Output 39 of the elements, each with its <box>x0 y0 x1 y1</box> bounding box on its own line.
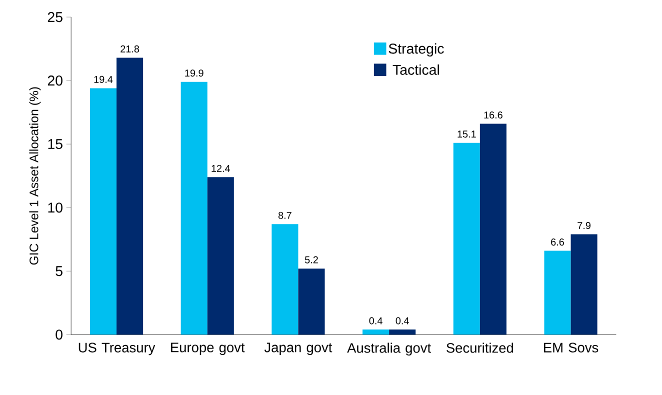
x-tick-label: US Treasury <box>78 342 156 356</box>
bar <box>90 88 117 334</box>
x-tick-label: Europe govt <box>171 342 245 355</box>
y-tick-label: 15 <box>48 138 62 149</box>
bar <box>180 82 208 334</box>
y-axis-title: GIC Level 1 Asset Allocation (%) <box>29 87 41 264</box>
data-label: 21.8 <box>120 45 140 52</box>
bar <box>207 176 234 334</box>
legend-label: Tactical <box>392 64 439 75</box>
data-label: 19.9 <box>185 69 204 76</box>
y-tick-label: 10 <box>48 202 62 212</box>
bar <box>362 329 390 334</box>
data-label: 0.4 <box>369 317 382 324</box>
x-tick-label: Australia govt <box>347 342 431 356</box>
bar <box>389 329 416 334</box>
bar <box>570 234 598 334</box>
x-tick-label: EM Sovs <box>544 342 598 352</box>
data-label: 8.7 <box>278 212 292 219</box>
data-label: 0.4 <box>396 317 409 324</box>
bar <box>480 124 506 334</box>
data-label: 16.6 <box>484 111 502 118</box>
data-label: 12.4 <box>212 164 230 172</box>
bar <box>272 224 298 334</box>
bar <box>453 142 480 334</box>
bar <box>116 58 144 334</box>
data-label: 15.1 <box>458 130 476 138</box>
data-label: 19.4 <box>94 76 113 83</box>
x-tick-label: Japan govt <box>264 342 332 355</box>
bar <box>544 250 571 334</box>
legend-label: Strategic <box>388 43 444 56</box>
x-tick-label: Securitized <box>446 342 514 353</box>
y-tick-label: 25 <box>48 12 62 22</box>
y-tick-label: 5 <box>56 266 62 276</box>
y-tick-label: 0 <box>56 329 62 340</box>
bar <box>298 268 325 334</box>
y-tick-label: 20 <box>48 75 62 86</box>
data-label: 5.2 <box>304 256 318 264</box>
data-label: 7.9 <box>578 222 590 229</box>
data-label: 6.6 <box>551 238 564 246</box>
